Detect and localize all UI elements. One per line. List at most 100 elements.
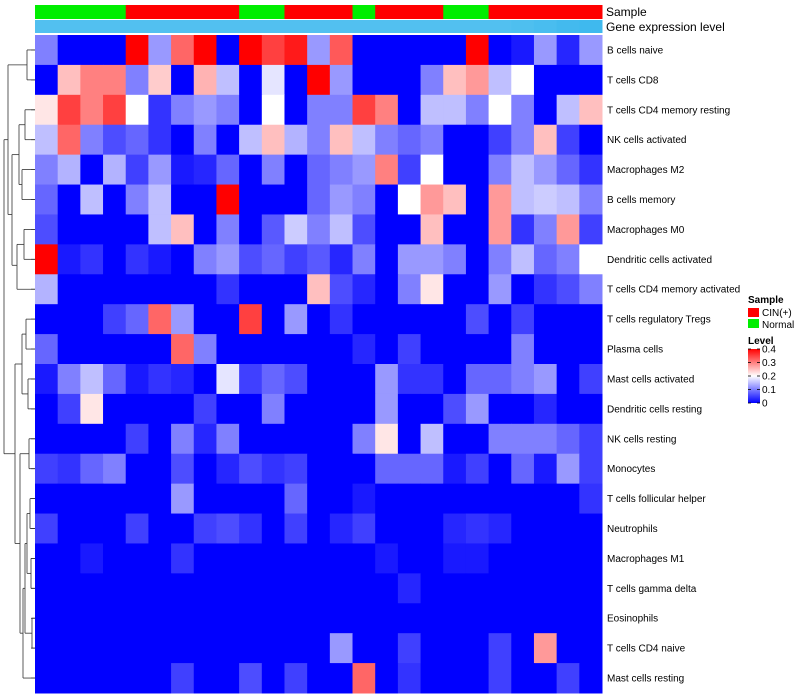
heatmap-cell xyxy=(284,364,308,395)
heatmap-cell xyxy=(171,304,195,335)
heatmap-cell xyxy=(556,453,580,485)
sample-annotation-cell xyxy=(465,5,490,19)
sample-annotation-label: Sample xyxy=(606,5,647,19)
heatmap-cell xyxy=(193,364,217,395)
heatmap-cell xyxy=(216,274,240,305)
heatmap-cell xyxy=(397,543,422,574)
heatmap-cell xyxy=(352,483,376,515)
heatmap-cell xyxy=(397,513,422,544)
heatmap-cell xyxy=(284,64,308,96)
heatmap-cell xyxy=(443,513,467,544)
heatmap-cell xyxy=(465,35,490,66)
heatmap-cell xyxy=(216,633,240,664)
heatmap-cell xyxy=(171,393,195,425)
heatmap-cell xyxy=(193,513,217,544)
heatmap-cell xyxy=(329,94,354,126)
row-label: T cells regulatory Tregs xyxy=(607,315,711,326)
heatmap-cell xyxy=(35,184,59,215)
heatmap-cell xyxy=(57,154,81,186)
heatmap-cell xyxy=(443,603,467,634)
heatmap-cell xyxy=(556,423,580,455)
heatmap-cell xyxy=(533,393,558,425)
heatmap-cell xyxy=(488,35,512,66)
sample-annotation-cell xyxy=(533,5,558,19)
heatmap-cell xyxy=(375,663,399,694)
heatmap-cell xyxy=(148,184,172,215)
row-label: T cells gamma delta xyxy=(607,584,697,595)
heatmap-cell xyxy=(465,573,490,604)
heatmap-cell xyxy=(556,64,580,96)
heatmap-cell xyxy=(307,603,331,634)
sample-annotation-cell xyxy=(329,5,354,19)
heatmap-cell xyxy=(103,573,127,604)
row-label: T cells CD4 memory resting xyxy=(607,105,730,116)
heatmap-cell xyxy=(511,35,535,66)
heatmap-cell xyxy=(307,274,331,305)
heatmap-cell xyxy=(103,513,127,544)
heatmap-cell xyxy=(193,453,217,485)
expression-annotation-cell xyxy=(148,20,172,33)
heatmap-cell xyxy=(443,214,467,245)
heatmap-cell xyxy=(125,453,149,485)
heatmap-cell xyxy=(261,154,285,186)
heatmap-cell xyxy=(533,423,558,455)
heatmap-cell xyxy=(397,483,422,515)
legend: Sample CIN(+) Normal Level 0.4 0.3 0.2 0.1 0 xyxy=(748,295,794,410)
legend-level-tick-label: 0.4 xyxy=(762,345,776,356)
heatmap-cell xyxy=(216,543,240,574)
heatmap-cell xyxy=(261,184,285,215)
heatmap-cell xyxy=(443,663,467,694)
row-label: Dendritic cells activated xyxy=(607,255,712,266)
heatmap-cell xyxy=(533,633,558,664)
expression-annotation-cell xyxy=(556,20,580,33)
heatmap-cell xyxy=(216,334,240,365)
row-label: Macrophages M1 xyxy=(607,554,685,565)
heatmap-cell xyxy=(35,124,59,156)
heatmap-cell xyxy=(239,274,263,305)
heatmap-cell xyxy=(103,633,127,664)
heatmap-cell xyxy=(465,184,490,215)
heatmap-cell xyxy=(533,124,558,156)
heatmap-cell xyxy=(103,64,127,96)
heatmap-cell xyxy=(148,633,172,664)
heatmap-cell xyxy=(35,663,59,694)
heatmap-cell xyxy=(35,423,59,455)
heatmap-cell xyxy=(375,393,399,425)
heatmap-cell xyxy=(488,543,512,574)
heatmap-cell xyxy=(239,214,263,245)
heatmap-cell xyxy=(80,423,104,455)
heatmap-cell xyxy=(35,244,59,275)
heatmap-cell xyxy=(420,184,444,215)
heatmap-cell xyxy=(465,633,490,664)
heatmap-cell xyxy=(216,364,240,395)
legend-level-tick-label: 0.1 xyxy=(762,385,776,396)
heatmap-cell xyxy=(352,154,376,186)
heatmap-cell xyxy=(352,244,376,275)
heatmap-cell xyxy=(80,663,104,694)
heatmap-cell xyxy=(443,124,467,156)
heatmap-cell xyxy=(397,94,422,126)
heatmap-cell xyxy=(80,94,104,126)
heatmap-cell xyxy=(261,513,285,544)
expression-annotation-cell xyxy=(465,20,490,33)
sample-annotation-cell xyxy=(80,5,104,19)
heatmap-cell xyxy=(579,124,603,156)
heatmap-cell xyxy=(443,364,467,395)
heatmap-cell xyxy=(125,334,149,365)
heatmap-cell xyxy=(57,513,81,544)
heatmap-cell xyxy=(307,94,331,126)
heatmap-cell xyxy=(103,483,127,515)
heatmap-cell xyxy=(57,124,81,156)
heatmap-cell xyxy=(261,274,285,305)
heatmap-cell xyxy=(352,633,376,664)
heatmap-cell xyxy=(239,633,263,664)
heatmap-cell xyxy=(171,94,195,126)
heatmap-cell xyxy=(35,334,59,365)
sample-annotation-cell xyxy=(239,5,263,19)
heatmap-cell xyxy=(193,154,217,186)
expression-annotation-cell xyxy=(57,20,81,33)
sample-annotation-cell xyxy=(511,5,535,19)
heatmap-cell xyxy=(420,94,444,126)
heatmap-cell xyxy=(35,274,59,305)
